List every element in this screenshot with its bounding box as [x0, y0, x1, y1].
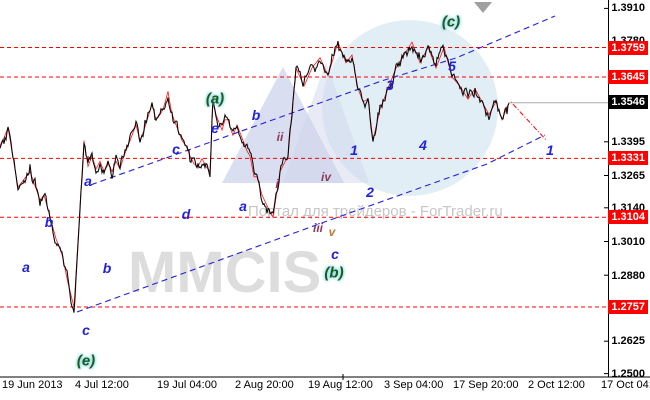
- svg-text:MMCIS: MMCIS: [128, 240, 321, 305]
